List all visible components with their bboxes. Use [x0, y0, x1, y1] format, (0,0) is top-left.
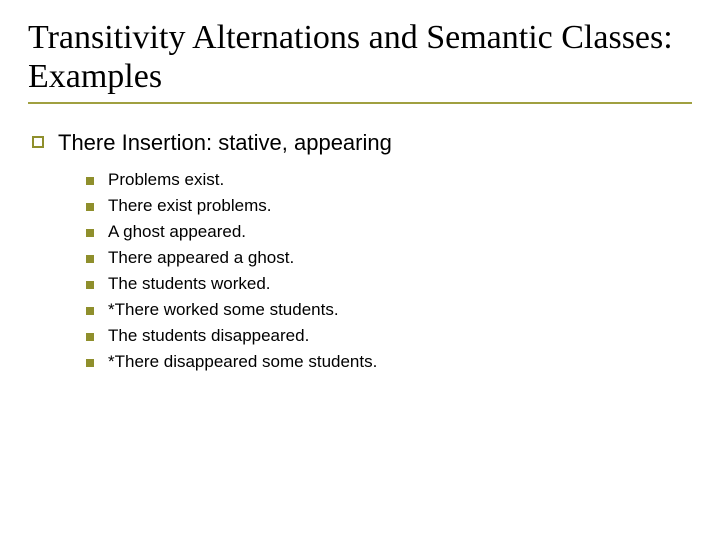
slide-title: Transitivity Alternations and Semantic C…	[28, 18, 692, 96]
slide: Transitivity Alternations and Semantic C…	[0, 0, 720, 540]
list-item: There appeared a ghost.	[86, 248, 692, 268]
list-item: A ghost appeared.	[86, 222, 692, 242]
filled-square-icon	[86, 333, 94, 341]
level2-text: There exist problems.	[108, 196, 271, 216]
list-item: *There worked some students.	[86, 300, 692, 320]
list-item: *There disappeared some students.	[86, 352, 692, 372]
list-item: Problems exist.	[86, 170, 692, 190]
filled-square-icon	[86, 203, 94, 211]
title-underline	[28, 102, 692, 104]
filled-square-icon	[86, 359, 94, 367]
level1-text: There Insertion: stative, appearing	[58, 130, 392, 156]
level2-text: There appeared a ghost.	[108, 248, 294, 268]
filled-square-icon	[86, 229, 94, 237]
level2-text: *There worked some students.	[108, 300, 339, 320]
filled-square-icon	[86, 255, 94, 263]
list-item: There exist problems.	[86, 196, 692, 216]
filled-square-icon	[86, 307, 94, 315]
hollow-square-icon	[32, 136, 44, 148]
bullet-level1: There Insertion: stative, appearing	[32, 130, 692, 156]
level2-text: The students disappeared.	[108, 326, 309, 346]
filled-square-icon	[86, 281, 94, 289]
level2-text: A ghost appeared.	[108, 222, 246, 242]
filled-square-icon	[86, 177, 94, 185]
list-item: The students worked.	[86, 274, 692, 294]
list-item: The students disappeared.	[86, 326, 692, 346]
level2-text: Problems exist.	[108, 170, 224, 190]
bullet-level2-list: Problems exist. There exist problems. A …	[86, 170, 692, 372]
level2-text: *There disappeared some students.	[108, 352, 377, 372]
level2-text: The students worked.	[108, 274, 271, 294]
